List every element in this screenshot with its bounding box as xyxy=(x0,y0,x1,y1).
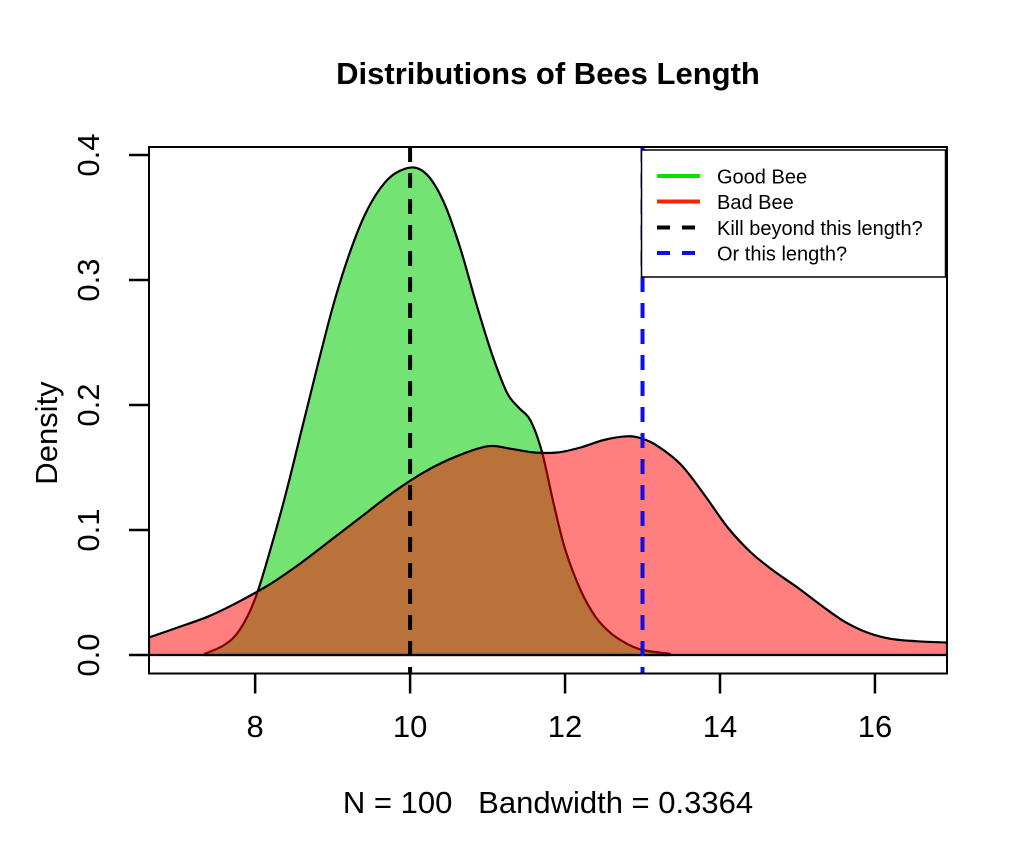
y-axis-label: Density xyxy=(29,381,64,485)
y-tick-label: 0.2 xyxy=(71,383,106,426)
legend-label-bad-bee: Bad Bee xyxy=(717,192,794,214)
x-tick-label: 12 xyxy=(548,709,582,744)
y-tick-label: 0.1 xyxy=(71,508,106,551)
axes-layer: 8 10 12 14 16 0.0 0.1 0.2 0.3 0.4 xyxy=(71,133,892,744)
x-tick-label: 16 xyxy=(858,709,892,744)
legend-label-or-threshold: Or this length? xyxy=(717,244,847,266)
legend-label-kill-threshold: Kill beyond this length? xyxy=(717,218,923,240)
chart-title: Distributions of Bees Length xyxy=(336,56,760,91)
legend-label-good-bee: Good Bee xyxy=(717,167,807,189)
x-tick-label: 14 xyxy=(703,709,737,744)
legend-box xyxy=(640,149,947,278)
density-curves-layer xyxy=(149,147,947,674)
legend: Good Bee Bad Bee Kill beyond this length… xyxy=(640,149,947,278)
x-tick-label: 8 xyxy=(247,709,264,744)
series-area-bad-bee xyxy=(149,435,947,657)
y-tick-label: 0.0 xyxy=(71,633,106,676)
x-axis-caption: N = 100 Bandwidth = 0.3364 xyxy=(343,785,753,820)
plot-box xyxy=(148,146,948,675)
x-tick-label: 10 xyxy=(393,709,427,744)
y-tick-label: 0.3 xyxy=(71,258,106,301)
y-tick-label: 0.4 xyxy=(71,133,106,176)
